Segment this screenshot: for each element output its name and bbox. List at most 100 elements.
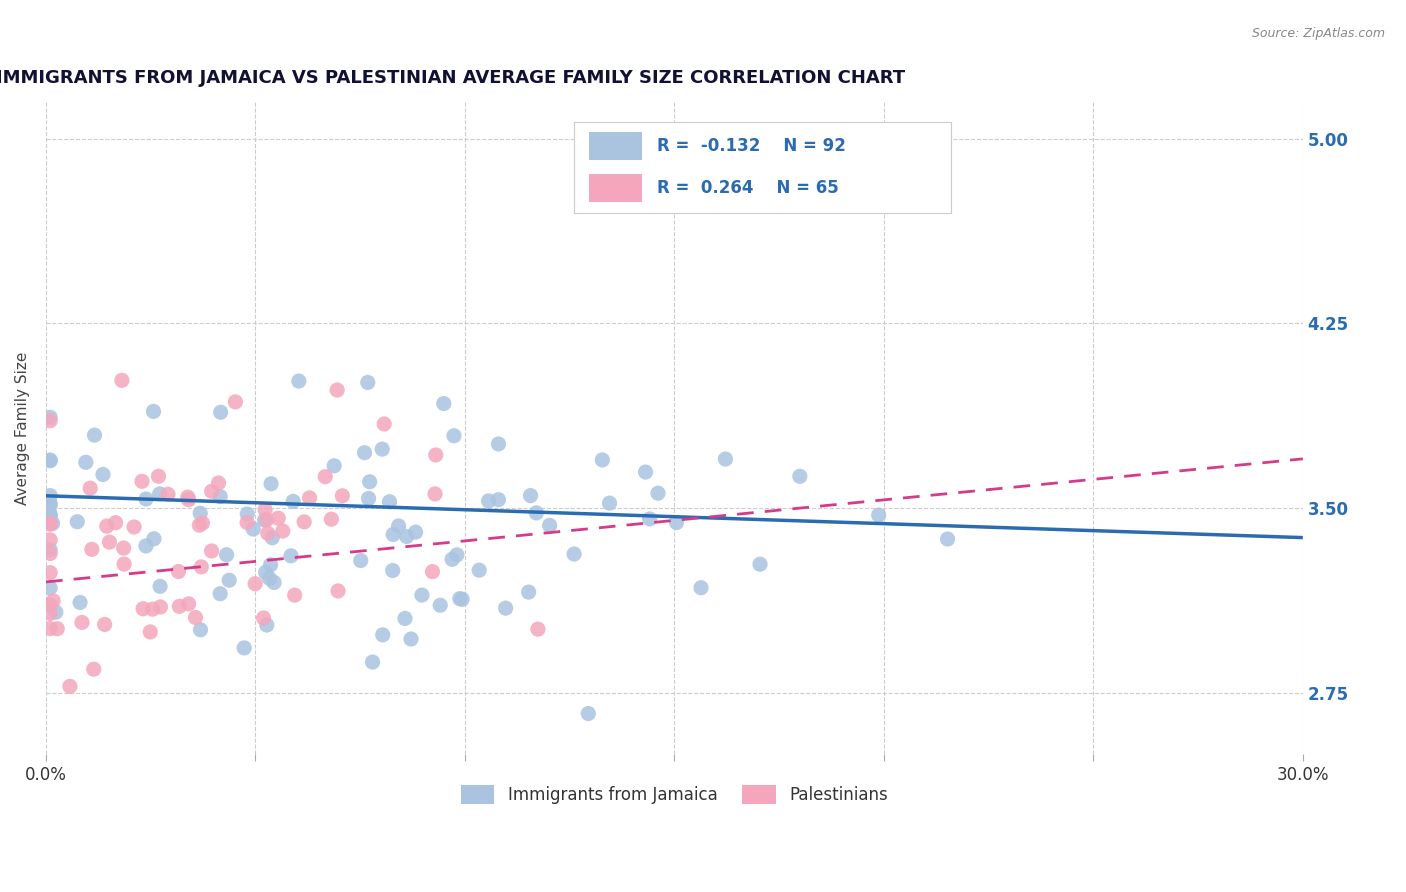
Point	[284, 588, 307, 602]
Point	[39, 499, 62, 513]
Point	[139, 624, 162, 639]
Point	[263, 575, 285, 590]
Point	[149, 487, 172, 501]
Point	[83, 428, 105, 442]
Point	[446, 548, 468, 562]
Point	[39, 454, 62, 468]
Point	[488, 437, 510, 451]
Point	[45, 605, 67, 619]
Point	[449, 591, 471, 606]
Point	[443, 429, 465, 443]
Point	[215, 548, 238, 562]
Point	[167, 565, 190, 579]
Point	[104, 516, 127, 530]
Point	[39, 607, 62, 621]
Point	[524, 506, 547, 520]
Point	[527, 622, 550, 636]
Point	[433, 396, 456, 410]
Point	[359, 475, 381, 489]
Point	[83, 662, 105, 676]
Point	[562, 547, 585, 561]
Point	[93, 617, 115, 632]
Point	[39, 496, 62, 510]
Point	[135, 491, 157, 506]
Point	[326, 383, 349, 397]
Point	[441, 552, 464, 566]
Point	[218, 574, 240, 588]
Point	[288, 374, 311, 388]
Point	[381, 564, 404, 578]
Point	[39, 489, 62, 503]
Point	[148, 469, 170, 483]
Point	[209, 587, 232, 601]
Point	[188, 506, 211, 520]
Point	[156, 487, 179, 501]
Point	[292, 515, 315, 529]
Point	[177, 492, 200, 507]
Point	[190, 559, 212, 574]
Point	[399, 632, 422, 646]
Point	[591, 453, 613, 467]
Point	[425, 448, 447, 462]
Point	[190, 623, 212, 637]
Point	[142, 602, 165, 616]
Point	[80, 542, 103, 557]
Text: IMMIGRANTS FROM JAMAICA VS PALESTINIAN AVERAGE FAMILY SIZE CORRELATION CHART: IMMIGRANTS FROM JAMAICA VS PALESTINIAN A…	[0, 69, 905, 87]
Point	[224, 395, 246, 409]
Point	[789, 469, 811, 483]
Point	[75, 455, 97, 469]
Y-axis label: Average Family Size: Average Family Size	[15, 351, 30, 505]
Point	[112, 557, 135, 571]
Point	[135, 539, 157, 553]
Point	[111, 373, 134, 387]
Point	[517, 585, 540, 599]
Point	[209, 405, 232, 419]
Point	[236, 516, 259, 530]
Point	[326, 583, 349, 598]
Point	[357, 491, 380, 506]
Point	[112, 541, 135, 555]
Point	[191, 516, 214, 530]
Point	[373, 417, 395, 431]
Point	[79, 481, 101, 495]
Point	[256, 526, 278, 541]
Point	[371, 442, 394, 456]
Point	[46, 622, 69, 636]
Point	[39, 598, 62, 612]
Point	[298, 491, 321, 505]
Point	[387, 519, 409, 533]
Point	[39, 517, 62, 532]
Point	[254, 502, 277, 516]
Point	[122, 520, 145, 534]
Point	[253, 513, 276, 527]
Point	[486, 492, 509, 507]
Point	[395, 529, 418, 543]
Point	[39, 547, 62, 561]
Point	[39, 516, 62, 531]
Point	[91, 467, 114, 482]
Point	[177, 490, 200, 504]
Point	[638, 512, 661, 526]
Point	[330, 489, 353, 503]
Point	[429, 599, 451, 613]
Point	[70, 615, 93, 630]
Point	[39, 414, 62, 428]
Point	[149, 599, 172, 614]
Point	[647, 486, 669, 500]
Point	[378, 495, 401, 509]
Point	[177, 597, 200, 611]
Point	[422, 565, 444, 579]
Point	[42, 594, 65, 608]
Point	[538, 518, 561, 533]
Point	[468, 563, 491, 577]
Point	[209, 490, 232, 504]
Point	[142, 404, 165, 418]
Point	[259, 558, 281, 572]
Point	[280, 549, 302, 563]
Point	[323, 458, 346, 473]
Point	[39, 410, 62, 425]
Point	[39, 542, 62, 557]
Point	[252, 611, 274, 625]
Point	[714, 452, 737, 467]
Point	[207, 475, 229, 490]
